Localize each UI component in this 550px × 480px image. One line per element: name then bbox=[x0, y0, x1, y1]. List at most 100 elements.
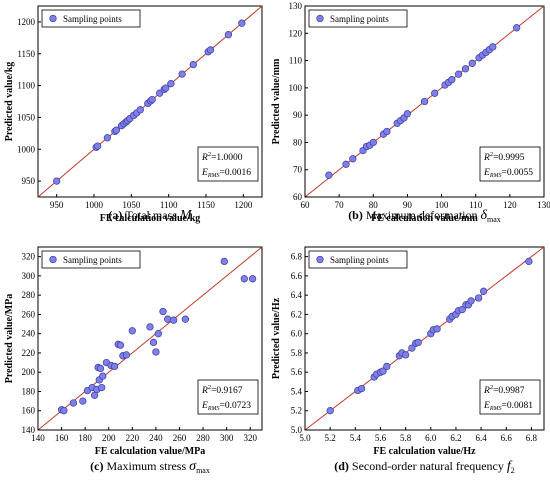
legend-box bbox=[41, 9, 141, 28]
y-axis-label: Predicted value/kg bbox=[4, 62, 15, 142]
y-tick-label: 5.4 bbox=[291, 386, 303, 396]
x-axis-label: FE calculation value/mm bbox=[371, 213, 478, 224]
legend-marker bbox=[316, 255, 324, 264]
data-point bbox=[513, 24, 521, 32]
plot-frame bbox=[37, 246, 263, 431]
y-tick-label: 90 bbox=[293, 110, 303, 120]
legend-label: Sampling points bbox=[63, 14, 122, 24]
x-tick-label: 6.2 bbox=[450, 433, 461, 443]
data-point bbox=[349, 155, 357, 163]
data-point bbox=[383, 127, 391, 136]
x-tick-label: 200 bbox=[102, 433, 116, 443]
metrics-box: R2=0.9987 ERMS=0.0081 bbox=[479, 379, 541, 415]
data-point bbox=[433, 325, 441, 333]
x-tick-label: 5.6 bbox=[375, 433, 387, 443]
panel-caption: (c) Maximum stress σmax bbox=[90, 459, 210, 475]
x-tick-label: 100 bbox=[435, 200, 449, 210]
chart-panel-2: 60 70 80 90 100 110 120 130 60 70 80 90 100 110 120 130… bbox=[271, 1, 550, 224]
data-point bbox=[69, 399, 78, 407]
y-tick-label: 6.0 bbox=[291, 329, 303, 339]
data-point bbox=[98, 383, 106, 392]
r2-metric: R2=0.9995 bbox=[483, 151, 525, 163]
data-point bbox=[167, 80, 175, 88]
legend: Sampling points bbox=[41, 250, 141, 269]
x-tick-label: 240 bbox=[149, 433, 163, 443]
y-tick-label: 1100 bbox=[17, 81, 35, 91]
legend-marker bbox=[49, 14, 57, 23]
data-point bbox=[189, 60, 197, 69]
legend-marker bbox=[49, 255, 57, 264]
chart-panel-4: 5.0 5.2 5.4 5.6 5.8 6.0 6.2 6.4 6.6 6.8 5.0 5.2 5.4 5… bbox=[271, 246, 545, 475]
data-point bbox=[458, 305, 466, 314]
data-point bbox=[401, 351, 410, 359]
data-point bbox=[468, 59, 476, 67]
r2-metric: R2=1.0000 bbox=[201, 151, 243, 163]
x-tick-label: 70 bbox=[335, 200, 345, 210]
data-point bbox=[96, 364, 105, 373]
legend: Sampling points bbox=[41, 9, 141, 28]
data-point bbox=[369, 138, 377, 147]
y-tick-label: 1150 bbox=[17, 49, 35, 59]
y-tick-label: 130 bbox=[289, 1, 303, 11]
panel-caption: (a) Total mass M bbox=[108, 208, 193, 223]
rms-metric: ERMS=0.0055 bbox=[483, 168, 533, 179]
data-point bbox=[414, 338, 422, 347]
y-tick-label: 6.8 bbox=[291, 252, 303, 262]
data-point bbox=[169, 316, 178, 324]
y-tick-label: 5.8 bbox=[291, 348, 303, 358]
data-point bbox=[103, 134, 112, 142]
plot-frame bbox=[37, 5, 263, 198]
y-tick-label: 260 bbox=[22, 309, 36, 319]
data-point bbox=[448, 76, 456, 84]
data-point bbox=[60, 407, 68, 415]
x-tick-label: 90 bbox=[403, 200, 413, 210]
x-tick-label: 1150 bbox=[197, 200, 215, 210]
data-point bbox=[206, 46, 215, 54]
y-tick-label: 140 bbox=[22, 425, 36, 435]
chart-panel-3: 140 160 180 200 220 240 260 280 300 320 140 160 180 2… bbox=[4, 246, 263, 475]
x-tick-label: 140 bbox=[31, 433, 45, 443]
data-point bbox=[99, 372, 107, 380]
plot-frame bbox=[304, 246, 545, 431]
y-tick-label: 280 bbox=[22, 290, 36, 300]
y-tick-label: 6.6 bbox=[291, 271, 303, 281]
data-point bbox=[122, 351, 131, 359]
data-point bbox=[479, 287, 488, 295]
y-tick-label: 5.2 bbox=[291, 406, 302, 416]
rms-metric: ERMS=0.0016 bbox=[201, 168, 251, 179]
data-point bbox=[178, 70, 186, 78]
x-tick-label: 180 bbox=[78, 433, 92, 443]
data-point bbox=[159, 307, 167, 316]
data-point bbox=[79, 397, 87, 405]
y-tick-label: 160 bbox=[22, 406, 36, 416]
y-tick-label: 70 bbox=[293, 165, 303, 175]
y-tick-label: 240 bbox=[22, 329, 36, 339]
legend-box bbox=[308, 9, 408, 28]
y-axis-label: Predicted value/mm bbox=[271, 58, 282, 144]
y-tick-label: 5.6 bbox=[291, 367, 303, 377]
data-point bbox=[116, 341, 125, 349]
data-point bbox=[420, 97, 429, 106]
metrics-box: R2=0.9995 ERMS=0.0055 bbox=[479, 146, 541, 182]
x-tick-label: 6.4 bbox=[475, 433, 487, 443]
data-point bbox=[136, 106, 144, 114]
data-point bbox=[474, 294, 483, 302]
data-point bbox=[110, 362, 119, 371]
data-point bbox=[146, 323, 154, 331]
x-tick-label: 950 bbox=[50, 200, 64, 210]
data-point bbox=[357, 384, 366, 393]
x-tick-label: 5.0 bbox=[299, 433, 311, 443]
panel-caption: (b) Maximum deformation δmax bbox=[348, 208, 501, 224]
metrics-box: R2=0.9167 ERMS=0.0723 bbox=[197, 379, 259, 415]
x-tick-label: 320 bbox=[243, 433, 257, 443]
y-tick-label: 950 bbox=[22, 176, 36, 186]
data-point bbox=[403, 110, 412, 118]
y-tick-label: 200 bbox=[22, 367, 36, 377]
data-point bbox=[383, 362, 391, 371]
data-point bbox=[164, 315, 172, 323]
data-point bbox=[248, 275, 257, 283]
y-tick-label: 1200 bbox=[17, 17, 36, 27]
data-point bbox=[489, 43, 497, 51]
x-tick-label: 1200 bbox=[234, 200, 253, 210]
y-tick-label: 5.0 bbox=[291, 425, 303, 435]
